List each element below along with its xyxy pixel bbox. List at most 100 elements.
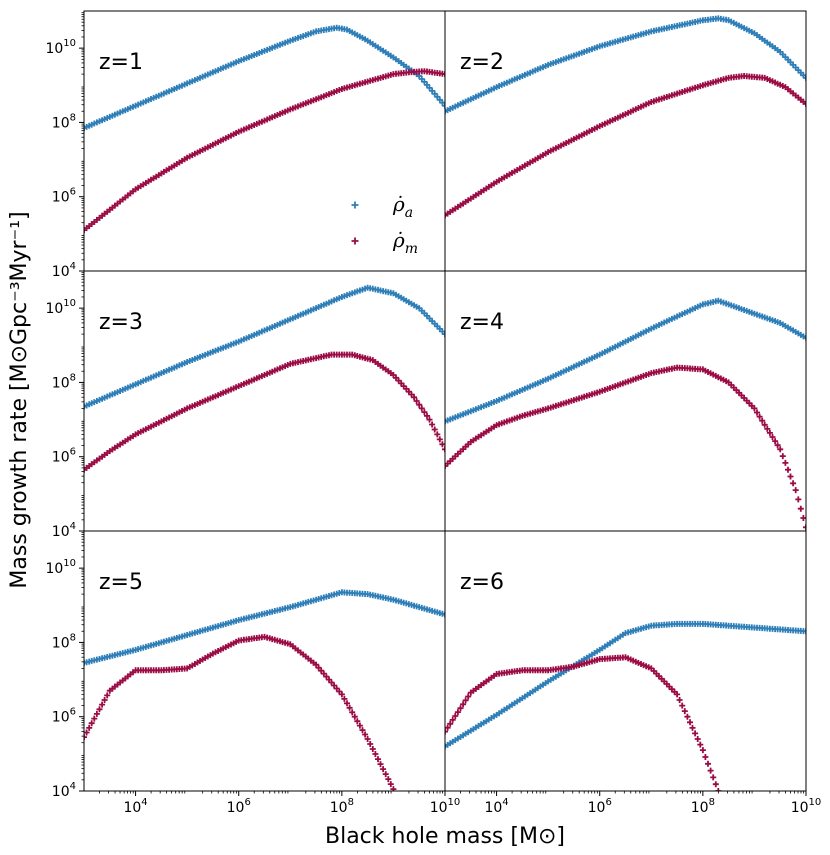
data-point <box>375 756 381 763</box>
data-point <box>341 695 348 702</box>
series-rho_a <box>445 620 806 750</box>
data-point <box>803 524 806 531</box>
y-tick-label: 106 <box>52 447 76 466</box>
data-point <box>101 697 108 703</box>
data-point <box>439 441 445 448</box>
data-point <box>447 720 454 727</box>
data-point <box>367 741 374 747</box>
data-point <box>756 413 763 420</box>
data-point <box>413 398 420 404</box>
data-point <box>369 746 376 752</box>
data-point <box>751 405 758 412</box>
data-point <box>681 708 688 715</box>
data-point <box>442 102 445 109</box>
panel-z1: 104 106 108 1010 z=1 ρ̇a ρ̇m <box>45 10 446 280</box>
data-point <box>390 786 397 791</box>
data-point <box>774 442 781 449</box>
data-point <box>344 700 350 707</box>
data-point <box>411 394 418 401</box>
series-rho_a <box>84 284 445 410</box>
data-point <box>674 691 681 698</box>
data-point <box>416 401 423 408</box>
data-point <box>442 331 445 338</box>
data-point <box>84 734 87 741</box>
panel-frame <box>444 530 807 792</box>
data-point <box>692 730 699 737</box>
data-point <box>338 691 345 698</box>
data-point <box>426 416 433 423</box>
data-point <box>359 727 366 734</box>
data-point <box>782 459 789 466</box>
data-point <box>382 771 389 778</box>
data-point <box>429 421 436 428</box>
x-tick-label: 108 <box>330 797 354 816</box>
legend-marker <box>351 201 359 209</box>
data-point <box>705 760 711 767</box>
data-point <box>96 706 103 713</box>
data-point <box>442 611 445 618</box>
data-point <box>424 412 430 419</box>
legend-label: ρ̇a <box>392 192 413 221</box>
y-tick-label: 106 <box>52 187 76 206</box>
panel-label: z=2 <box>460 50 504 75</box>
panel-z4: z=4 <box>444 270 807 532</box>
data-point <box>449 716 456 723</box>
data-point <box>104 692 111 699</box>
data-point <box>779 453 786 460</box>
data-point <box>88 720 95 727</box>
data-point <box>689 724 696 731</box>
data-point <box>385 776 392 783</box>
data-point <box>93 710 100 717</box>
data-point <box>803 628 806 635</box>
data-point <box>442 71 445 78</box>
x-axis-label: Black hole mass [M⊙] <box>325 824 565 849</box>
panel-label: z=5 <box>99 570 143 595</box>
series-rho_m <box>84 633 397 791</box>
data-point <box>761 421 768 428</box>
panel-grid: 104 106 108 1010 z=1 ρ̇a ρ̇m z=2 104 106 108 1010 z=… <box>45 10 821 816</box>
y-tick-label: 1010 <box>45 298 76 317</box>
data-point <box>364 736 371 742</box>
y-tick-label: 104 <box>52 521 76 540</box>
data-point <box>349 709 356 716</box>
panel-label: z=6 <box>460 570 504 595</box>
data-point <box>462 697 469 704</box>
data-point <box>795 496 802 503</box>
data-point <box>454 709 461 716</box>
data-point <box>436 436 443 443</box>
data-point <box>803 100 806 107</box>
data-point <box>790 480 797 487</box>
data-point <box>769 434 776 440</box>
data-point <box>803 334 806 341</box>
data-point <box>712 781 719 788</box>
panel-z6: 104 106 108 1010 z=6 <box>444 530 821 816</box>
panel-z5: 104 106 108 1010 104 106 108 1010 z=5 <box>45 530 461 816</box>
data-point <box>787 473 794 480</box>
y-tick-label: 108 <box>52 372 76 391</box>
x-tick-label: 106 <box>588 797 612 816</box>
data-point <box>772 438 779 445</box>
series-rho_m <box>445 364 806 531</box>
legend-label: ρ̇m <box>392 228 418 257</box>
data-point <box>434 431 441 438</box>
data-point <box>710 774 717 781</box>
x-tick-label: 104 <box>123 797 147 816</box>
y-tick-label: 1010 <box>45 558 76 577</box>
x-tick-label: 1010 <box>430 797 461 816</box>
data-point <box>465 693 472 700</box>
panel-label: z=1 <box>99 50 143 75</box>
data-point <box>679 702 686 709</box>
data-point <box>362 731 369 738</box>
y-tick-label: 106 <box>52 707 76 726</box>
data-point <box>800 515 806 521</box>
series-rho_a <box>84 589 445 666</box>
series-rho_a <box>84 24 445 131</box>
series-rho_m <box>445 654 722 791</box>
y-tick-label: 104 <box>52 261 76 280</box>
data-point <box>785 466 791 473</box>
y-tick-label: 108 <box>52 632 76 651</box>
data-point <box>351 713 358 720</box>
data-point <box>387 781 394 788</box>
legend: ρ̇a ρ̇m <box>351 192 418 257</box>
panel-label: z=3 <box>99 310 143 335</box>
